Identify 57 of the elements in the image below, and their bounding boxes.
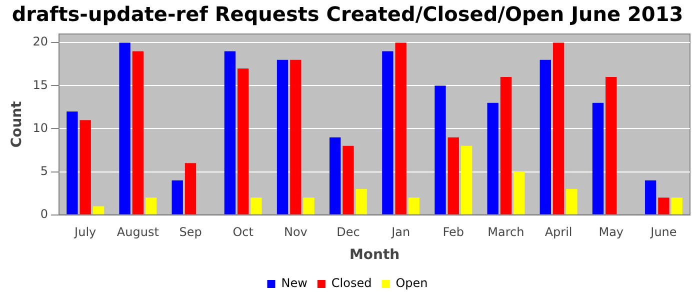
x-tick-label: Dec [336,225,360,240]
x-tick-label: August [116,225,160,240]
bar [238,68,249,214]
x-tick-label: Nov [284,225,308,240]
bar [566,188,578,214]
legend-label: New [281,276,308,290]
bar [66,111,78,214]
y-tick-label: 0 [40,206,48,221]
bar [671,198,682,214]
x-tick-label: Sep [179,225,202,240]
bar [382,51,394,214]
bar [276,60,288,214]
bar [145,198,157,214]
bar [80,120,91,214]
bar [592,102,604,214]
bar [514,172,525,214]
y-tick-label: 20 [32,34,48,49]
bar [658,198,670,214]
bar [644,180,656,214]
bar [448,137,459,214]
bar [184,163,196,214]
bar [172,180,183,214]
x-tick-label: April [544,225,572,240]
x-tick-label: Feb [442,225,464,240]
legend-label: Closed [331,276,372,290]
bar [500,77,512,214]
bar [330,137,341,214]
legend-label: Open [396,276,428,290]
x-tick-label: July [74,225,96,240]
x-tick-label: June [650,225,677,240]
bar [434,86,446,214]
y-tick-label: 10 [32,120,48,135]
bar [132,51,144,214]
bar [290,60,302,214]
y-tick-label: 15 [32,78,48,92]
bar [224,51,236,214]
x-tick-label: Jan [390,225,410,240]
chart-title: drafts-update-ref Requests Created/Closed/Open June 2013 [12,2,684,26]
y-axis-title: Count [9,100,26,148]
x-axis-title: Month [349,247,400,264]
bar [540,60,551,214]
bar [342,146,354,214]
bar [395,42,406,214]
bar [356,188,367,214]
bar [487,102,498,214]
bar [552,42,564,214]
x-tick-label: Oct [232,225,254,240]
bar [250,198,262,214]
y-tick-label: 5 [40,164,48,178]
bar [119,42,130,214]
x-tick-label: May [598,225,624,240]
bar [303,198,314,214]
bar [92,206,104,214]
bar [460,146,472,214]
x-tick-label: March [488,225,524,240]
bar [408,198,420,214]
bar [606,77,617,214]
